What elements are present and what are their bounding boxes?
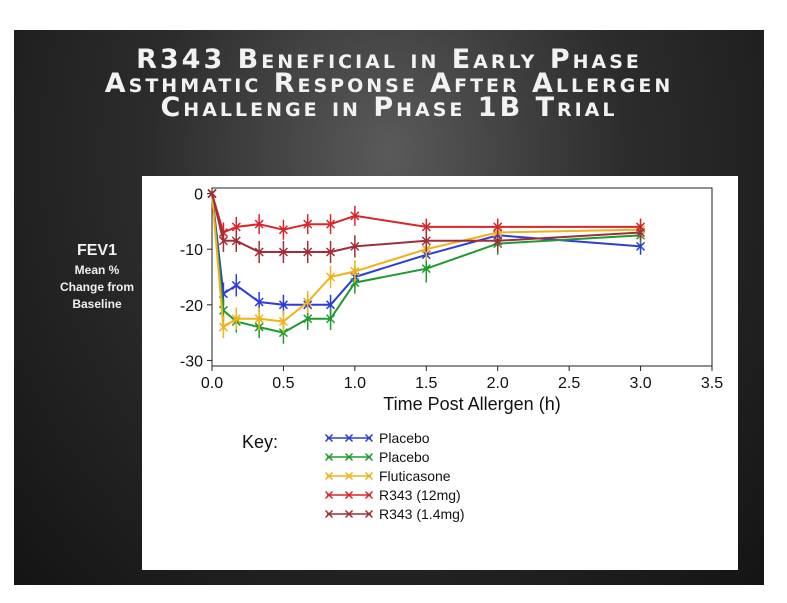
data-point-marker — [278, 247, 288, 257]
x-tick-label: 2.0 — [487, 375, 509, 392]
y-tick-label: 0 — [194, 187, 203, 204]
legend-swatch-marker — [324, 509, 334, 519]
line-chart: 0.0 0.5 1.0 1.5 2.0 2.5 3.0 3.5 0 -10 -20 -30 Time P… — [180, 187, 723, 522]
data-point-marker — [218, 236, 228, 246]
legend-swatch-marker — [324, 452, 334, 462]
data-point-marker — [421, 222, 431, 232]
data-point-marker — [636, 227, 646, 238]
legend-swatch-marker — [324, 471, 334, 481]
ylabel-main: FEV1 — [76, 242, 117, 259]
title-line-1: R343 Beneficial in Early Phase — [136, 44, 642, 75]
data-point-marker — [326, 247, 336, 257]
data-point-marker — [218, 305, 228, 315]
legend-swatch-marker — [344, 433, 354, 443]
data-point-marker — [326, 314, 336, 324]
x-tick-label: 0.0 — [201, 375, 223, 392]
x-tick-label: 3.5 — [701, 375, 723, 392]
legend-swatch-marker — [344, 490, 354, 500]
y-tick-label: -20 — [180, 298, 203, 315]
x-tick-label: 0.5 — [272, 375, 294, 392]
data-point-marker — [254, 219, 264, 229]
data-point-marker — [278, 300, 288, 310]
data-point-marker — [421, 236, 431, 246]
chart-panel: 0.0 0.5 1.0 1.5 2.0 2.5 3.0 3.5 0 -10 -20 -30 Time P… — [142, 176, 738, 570]
ylabel-sub-1: Mean % — [74, 263, 120, 277]
data-point-marker — [326, 272, 336, 282]
legend-swatch-marker — [364, 490, 374, 500]
data-point-marker — [303, 297, 313, 307]
title-line-2: Asthmatic Response After Allergen — [104, 68, 674, 99]
title-line-3: Challenge in Phase 1B Trial — [160, 92, 618, 123]
data-point-marker — [231, 314, 241, 324]
ylabel-sub-3: Baseline — [72, 297, 122, 311]
data-point-marker — [303, 247, 313, 257]
data-point-marker — [254, 247, 264, 257]
legend-title: Key: — [242, 432, 278, 452]
data-point-marker — [350, 241, 360, 251]
legend-swatch-marker — [344, 509, 354, 519]
data-point-marker — [350, 266, 360, 276]
data-point-marker — [231, 222, 241, 232]
data-point-marker — [231, 280, 241, 290]
legend-swatch-marker — [344, 452, 354, 462]
data-point-marker — [278, 225, 288, 235]
legend-swatch-marker — [324, 433, 334, 443]
data-point-marker — [278, 316, 288, 327]
plot-frame — [211, 187, 713, 367]
data-point-marker — [207, 189, 217, 199]
data-point-marker — [326, 300, 336, 310]
data-point-marker — [303, 314, 313, 324]
data-point-marker — [231, 236, 241, 246]
y-tick-label: -30 — [180, 353, 203, 370]
y-tick-label: -10 — [180, 242, 203, 259]
data-point-marker — [218, 322, 228, 332]
legend-entry-4: R343 (12mg) — [379, 487, 461, 503]
data-point-marker — [636, 241, 646, 251]
legend-entry-2: Placebo — [379, 449, 430, 465]
x-axis-label: Time Post Allergen (h) — [383, 394, 560, 414]
data-point-marker — [493, 236, 503, 246]
legend-entry-5: R343 (1.4mg) — [379, 506, 465, 522]
slide-title: R343 Beneficial in Early Phase Asthmatic… — [14, 44, 764, 123]
data-point-marker — [254, 314, 264, 324]
data-point-marker — [421, 264, 431, 274]
legend-swatch-marker — [364, 433, 374, 443]
x-tick-label: 3.0 — [629, 375, 651, 392]
legend-entry-1: Placebo — [379, 430, 430, 446]
x-tick-label: 1.5 — [415, 375, 437, 392]
data-point-marker — [303, 219, 313, 229]
legend-swatch-marker — [364, 509, 374, 519]
x-tick-label: 2.5 — [558, 375, 580, 392]
legend-swatch-marker — [324, 490, 334, 500]
data-point-marker — [493, 222, 503, 232]
y-axis-side-label: FEV1 Mean % Change from Baseline — [42, 240, 152, 313]
x-tick-label: 1.0 — [344, 375, 366, 392]
data-point-marker — [326, 219, 336, 229]
data-point-marker — [254, 297, 264, 307]
data-point-marker — [350, 211, 360, 221]
legend-swatch-marker — [344, 471, 354, 481]
legend-swatch-marker — [364, 452, 374, 462]
legend-swatch-marker — [364, 471, 374, 481]
ylabel-sub-2: Change from — [59, 280, 134, 294]
slide-background: R343 Beneficial in Early Phase Asthmatic… — [14, 30, 764, 585]
legend-entry-3: Fluticasone — [379, 468, 451, 484]
